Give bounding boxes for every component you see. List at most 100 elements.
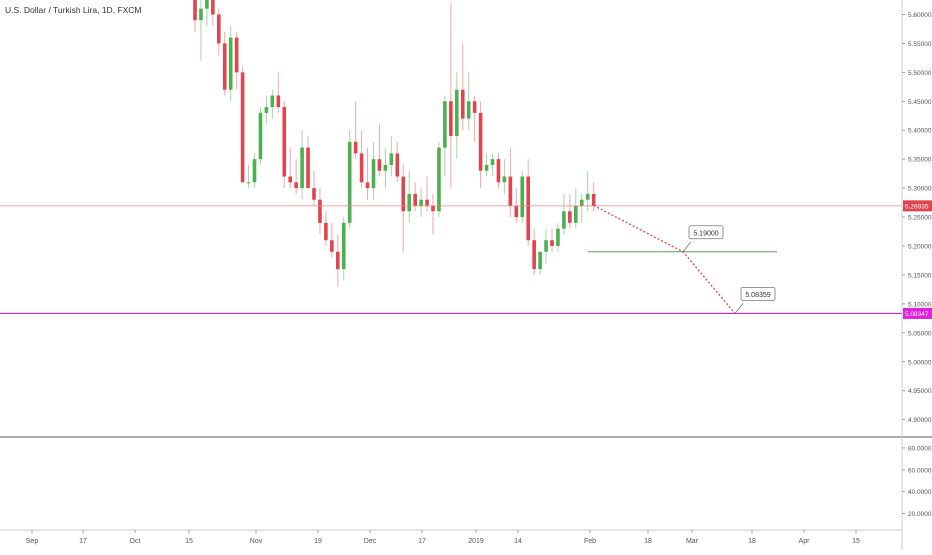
candle-body (199, 8, 203, 21)
candle-body (532, 240, 536, 270)
price-tick-label: 5.60000 (908, 12, 932, 19)
time-tick-label: Sep (26, 538, 39, 545)
callout-pointer (682, 241, 692, 253)
candle-body (591, 193, 596, 206)
price-tick-label: 5.15000 (908, 272, 932, 279)
target-price-label: 5.08347 (903, 307, 932, 319)
callout-label: 5.08359 (745, 292, 770, 299)
candle-body (353, 141, 358, 154)
candle-body (514, 205, 519, 218)
candle-body (478, 112, 483, 171)
price-tick-label: 5.40000 (908, 128, 932, 135)
candle-body (579, 199, 584, 206)
indicator-tick-label: 40.0000 (908, 489, 932, 496)
candle-body (365, 182, 370, 189)
candle-body (288, 176, 292, 183)
candle-body (336, 251, 340, 270)
candle-body (347, 141, 352, 223)
candle-body (443, 101, 447, 148)
candle-body (264, 107, 269, 113)
candle-body (234, 37, 239, 73)
candle-body (341, 222, 346, 270)
price-tick-label: 4.95000 (908, 388, 932, 395)
candle-body (550, 240, 554, 246)
candle-body (425, 199, 429, 206)
candle-body (318, 199, 322, 223)
candle-body (460, 89, 465, 119)
time-tick-label: Feb (584, 538, 596, 545)
candle-body (568, 211, 572, 223)
time-tick-label: Nov (250, 538, 263, 545)
price-tick-label: 5.55000 (908, 41, 932, 48)
candle-body (377, 159, 382, 171)
candle-body (276, 95, 281, 108)
candle-body (419, 199, 423, 206)
price-tick-label: 5.50000 (908, 70, 932, 77)
candle-body (556, 228, 560, 246)
callout-label: 5.19000 (693, 230, 718, 237)
candle-body (401, 176, 406, 212)
candle-body (526, 176, 530, 241)
candle-body (389, 153, 394, 165)
projection-layer: 5.19000 5.08359 (593, 204, 776, 314)
candle-body (413, 193, 417, 206)
candle-body (472, 101, 477, 113)
candle-body (300, 147, 304, 189)
time-tick-label: 18 (644, 538, 652, 545)
time-tick-label: 17 (418, 538, 426, 545)
time-tick-label: 14 (514, 538, 522, 545)
candle-body (270, 95, 275, 108)
price-axis[interactable]: 5.60000 5.55000 5.50000 5.45000 5.40000 5.350… (902, 12, 932, 424)
time-tick-label: Apr (799, 538, 811, 545)
candle-body (306, 147, 310, 189)
candle-body (562, 211, 566, 229)
time-axis[interactable]: Sep 17 Oct 15 Nov 19 Dec 17 2019 14 Feb 18 Mar 18 Apr 1… (26, 530, 860, 545)
price-tick-label: 4.90000 (908, 417, 932, 424)
candle-body (496, 159, 501, 183)
price-tick-label: 5.30000 (908, 186, 932, 193)
candle-body (383, 164, 388, 171)
candle-body (431, 205, 435, 212)
time-tick-label: 18 (748, 538, 756, 545)
callout-box (740, 286, 776, 301)
candle-body (490, 159, 495, 165)
candle-body (252, 159, 257, 183)
indicator-tick-label: 80.0000 (908, 445, 932, 452)
candle-body (217, 14, 221, 44)
time-tick-label: Mar (686, 538, 699, 545)
candle-body (574, 205, 578, 223)
candle-body (508, 176, 513, 206)
candle-body (240, 72, 245, 183)
candle-body (466, 101, 471, 119)
price-tick-label: 5.25000 (908, 215, 932, 222)
time-tick-label: Oct (130, 538, 141, 545)
chart-title: U.S. Dollar / Turkish Lira, 1D, FXCM (5, 5, 142, 15)
time-tick-label: 15 (852, 538, 860, 545)
candle-body (544, 240, 548, 252)
candle-body (502, 176, 507, 183)
price-label-text: 5.26935 (905, 203, 929, 210)
price-label-box (903, 307, 932, 319)
price-tick-label: 5.10000 (908, 301, 932, 308)
candle-body (246, 182, 251, 184)
time-tick-label: 2019 (468, 538, 484, 545)
candle-body (312, 188, 316, 200)
time-tick-label: 19 (314, 538, 322, 545)
price-labels-layer: 5.26935 5.08347 (903, 200, 932, 319)
candle-body (407, 193, 411, 212)
price-tick-label: 5.35000 (908, 157, 932, 164)
candle-body (520, 176, 525, 218)
price-label-box (903, 200, 932, 212)
indicator-tick-label: 20.0000 (908, 511, 932, 518)
candle-body (449, 101, 453, 137)
price-tick-label: 5.45000 (908, 99, 932, 106)
indicator-axis[interactable]: 80.0000 60.0000 40.0000 20.0000 (902, 445, 932, 518)
candle-body (205, 0, 209, 9)
candle-body (359, 153, 364, 183)
support-callout: 5.19000 (682, 225, 724, 253)
price-tick-label: 5.00000 (908, 359, 932, 366)
candle-body (211, 0, 215, 15)
candle-body (258, 112, 263, 160)
